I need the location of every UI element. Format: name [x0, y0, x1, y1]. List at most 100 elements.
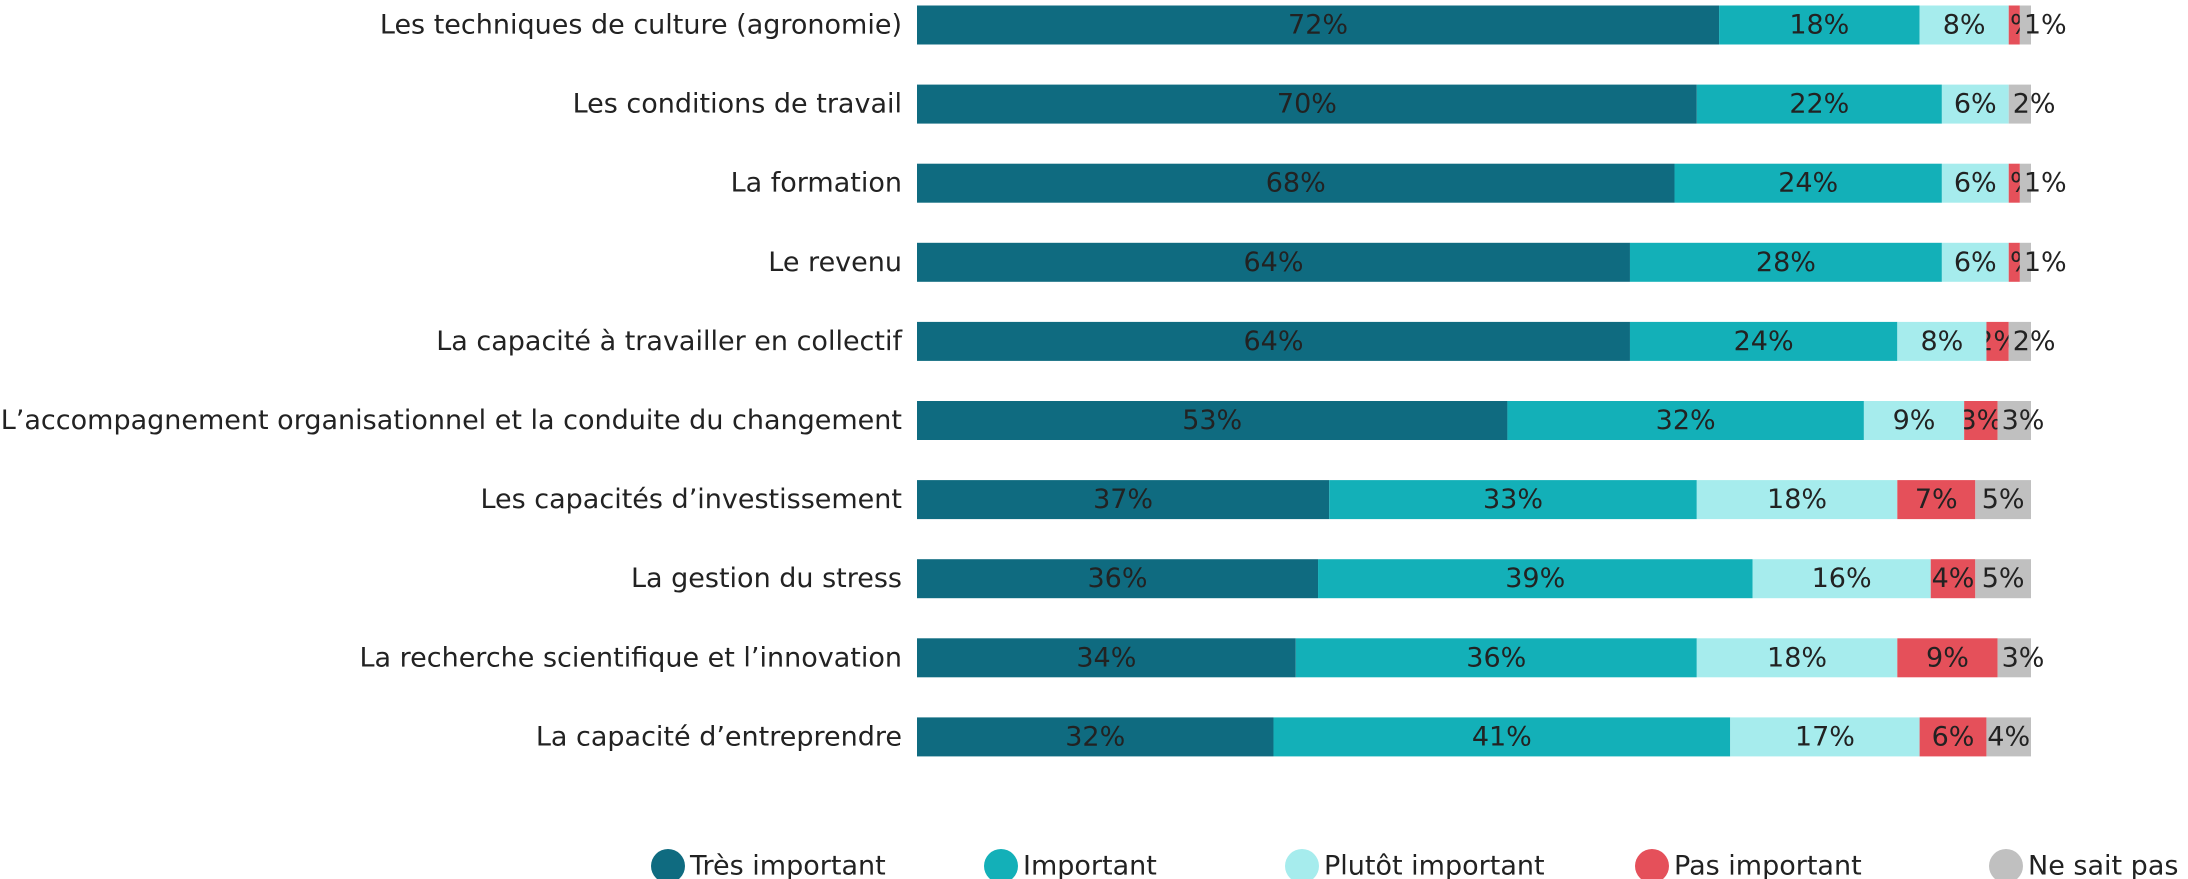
- value-label: 16%: [1812, 563, 1872, 594]
- value-label: 2%: [1976, 326, 2019, 357]
- value-label: 9%: [1893, 405, 1936, 436]
- value-label: 8%: [1943, 10, 1986, 41]
- value-label: 1%: [1993, 247, 2036, 278]
- value-label: 6%: [1932, 721, 1975, 752]
- value-label: 36%: [1466, 642, 1526, 673]
- category-label: La capacité à travailler en collectif: [436, 326, 903, 357]
- bar-segment: [1507, 401, 1864, 440]
- legend-label: Pas important: [1674, 851, 1862, 879]
- bar-segment: [1964, 401, 1998, 440]
- bar-segment: [1975, 480, 2031, 520]
- bar-segment: [917, 321, 1630, 361]
- value-label: 9%: [1926, 642, 1969, 673]
- category-label: L’accompagnement organisationnel et la c…: [1, 405, 902, 436]
- bar-segment: [1674, 163, 1942, 203]
- value-label: 24%: [1778, 168, 1838, 199]
- bar-segment: [2008, 242, 2020, 282]
- value-label: 3%: [2002, 642, 2045, 673]
- bar-segment: [2008, 321, 2031, 361]
- value-label: 1%: [2024, 10, 2067, 41]
- value-label: 18%: [1789, 10, 1849, 41]
- bar-segment: [1719, 5, 1920, 45]
- value-label: 1%: [1993, 168, 2036, 199]
- bar-segment: [1919, 5, 2009, 45]
- legend-label: Très important: [689, 851, 886, 879]
- value-label: 3%: [2002, 405, 2045, 436]
- bar-segment: [1975, 559, 2031, 599]
- category-label: La formation: [731, 168, 902, 199]
- bar-segment: [917, 480, 1330, 520]
- bar-segment: [1986, 717, 2031, 757]
- bar-segment: [1863, 401, 1965, 440]
- value-label: 18%: [1767, 484, 1827, 515]
- legend-label: Important: [1023, 851, 1157, 879]
- bar-segment: [1930, 559, 1976, 599]
- bar-segment: [917, 5, 1720, 45]
- bar-segment: [1897, 480, 1976, 520]
- value-label: 39%: [1505, 563, 1565, 594]
- bar-segment: [1329, 480, 1697, 520]
- bar-segment: [2008, 163, 2020, 203]
- value-label: 22%: [1789, 89, 1849, 120]
- value-label: 5%: [1982, 484, 2025, 515]
- value-label: 24%: [1734, 326, 1794, 357]
- category-label: Les techniques de culture (agronomie): [380, 10, 902, 41]
- bar-segment: [917, 84, 1697, 124]
- value-label: 18%: [1767, 642, 1827, 673]
- bar-segment: [2019, 5, 2031, 45]
- bar-segment: [1696, 480, 1898, 520]
- value-label: 64%: [1243, 326, 1303, 357]
- legend-label: Ne sait pas: [2028, 851, 2178, 879]
- value-label: 72%: [1288, 10, 1348, 41]
- value-label: 1%: [1993, 10, 2036, 41]
- category-label: La recherche scientifique et l’innovatio…: [359, 642, 902, 673]
- bar-segment: [1919, 717, 1987, 757]
- bar-segment: [2008, 84, 2031, 124]
- value-label: 4%: [1932, 563, 1975, 594]
- bar-segment: [917, 163, 1675, 203]
- value-label: 34%: [1076, 642, 1136, 673]
- bar-segment: [1752, 559, 1931, 599]
- bar-segment: [2008, 5, 2020, 45]
- legend-swatch: [1989, 849, 2023, 879]
- bar-segment: [1997, 401, 2031, 440]
- bar-segment: [917, 401, 1508, 440]
- bar-segment: [1696, 638, 1898, 678]
- value-label: 33%: [1483, 484, 1543, 515]
- bar-segment: [1986, 321, 2009, 361]
- value-label: 28%: [1756, 247, 1816, 278]
- bar-segment: [1730, 717, 1920, 757]
- value-label: 53%: [1182, 405, 1242, 436]
- value-label: 6%: [1954, 89, 1997, 120]
- bar-segment: [917, 717, 1274, 757]
- value-label: 2%: [2013, 89, 2056, 120]
- category-label: Les conditions de travail: [573, 89, 902, 120]
- bar-segment: [1629, 321, 1898, 361]
- bar-segment: [917, 242, 1630, 282]
- bar-segment: [1997, 638, 2031, 678]
- category-label: Les capacités d’investissement: [480, 484, 902, 515]
- legend-label: Plutôt important: [1324, 851, 1545, 879]
- bar-segment: [917, 638, 1296, 678]
- legend-swatch: [1285, 849, 1319, 879]
- value-label: 2%: [2013, 326, 2056, 357]
- legend-swatch: [984, 849, 1018, 879]
- value-label: 37%: [1093, 484, 1153, 515]
- value-label: 3%: [1959, 405, 2002, 436]
- value-label: 6%: [1954, 168, 1997, 199]
- value-label: 64%: [1243, 247, 1303, 278]
- value-label: 1%: [2024, 247, 2067, 278]
- bar-segment: [1941, 84, 2009, 124]
- value-label: 32%: [1065, 721, 1125, 752]
- value-label: 32%: [1656, 405, 1716, 436]
- bar-segment: [917, 559, 1319, 599]
- legend-swatch: [651, 849, 685, 879]
- bar-segment: [1897, 638, 1998, 678]
- category-label: La gestion du stress: [631, 563, 902, 594]
- value-label: 1%: [2024, 168, 2067, 199]
- value-label: 70%: [1277, 89, 1337, 120]
- bar-segment: [1318, 559, 1753, 599]
- value-label: 5%: [1982, 563, 2025, 594]
- bar-segment: [1273, 717, 1731, 757]
